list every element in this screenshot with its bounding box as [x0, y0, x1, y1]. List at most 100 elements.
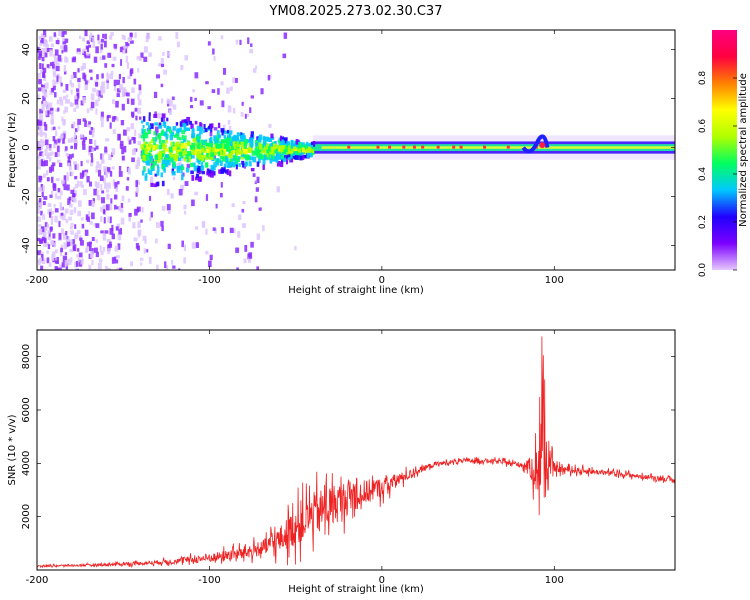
heat-cell	[280, 147, 284, 153]
heat-cell	[127, 136, 130, 141]
heat-cell	[271, 147, 274, 152]
colorbar-tick-label: 0.8	[698, 71, 708, 86]
heat-cell	[111, 63, 115, 68]
heat-cell	[229, 227, 234, 233]
heat-cell	[207, 150, 210, 154]
heat-cell	[105, 171, 109, 178]
heat-cell	[199, 127, 203, 131]
heat-cell	[199, 100, 204, 106]
heat-cell	[256, 152, 259, 158]
heat-cell	[311, 147, 315, 151]
heat-cell	[47, 230, 50, 235]
heat-cell	[37, 202, 41, 207]
heat-cell	[244, 244, 248, 252]
heat-cell	[57, 138, 61, 143]
heat-cell	[102, 55, 106, 60]
heat-cell	[189, 96, 193, 102]
heat-cell	[70, 171, 74, 176]
heat-cell	[84, 80, 88, 85]
heat-cell	[194, 97, 197, 101]
heat-cell	[224, 169, 228, 174]
heat-cell	[138, 84, 142, 91]
heat-cell	[129, 32, 133, 38]
heat-cell	[182, 148, 185, 152]
heat-cell	[53, 143, 56, 149]
heat-cell	[172, 146, 177, 151]
heat-cell	[141, 170, 145, 176]
heat-cell	[66, 184, 70, 191]
heat-cell	[78, 252, 83, 258]
heat-cell	[63, 233, 67, 240]
snr-y-axis: 2000 4000 6000 8000	[21, 344, 675, 529]
heat-cell	[127, 75, 131, 80]
heat-cell	[162, 121, 166, 127]
heat-cell	[51, 61, 55, 69]
heat-cell	[148, 115, 151, 122]
heat-cell	[65, 57, 69, 63]
heat-cell	[107, 167, 111, 173]
heat-cell	[83, 188, 87, 196]
heat-cell	[268, 145, 271, 152]
heat-cell	[80, 184, 85, 188]
heat-cell	[48, 102, 53, 108]
heat-cell	[82, 138, 86, 143]
heat-cell	[281, 154, 284, 160]
heat-cell	[99, 56, 102, 61]
heat-cell	[106, 82, 109, 90]
heat-cell	[220, 182, 223, 188]
heat-cell	[169, 129, 172, 134]
heat-cell	[77, 83, 81, 89]
heat-cell	[80, 66, 84, 71]
heat-cell	[91, 156, 94, 163]
heat-cell	[105, 204, 110, 211]
heat-cell	[193, 137, 197, 142]
heat-cell	[101, 86, 106, 94]
heat-cell	[201, 171, 206, 175]
heat-cell	[165, 135, 168, 140]
heat-cell	[157, 166, 160, 172]
heat-cell	[157, 134, 162, 140]
heat-cell	[86, 108, 90, 114]
heat-cell	[107, 267, 111, 270]
heat-cell	[86, 159, 89, 164]
heat-cell	[84, 229, 89, 236]
heat-cell	[160, 57, 164, 65]
heat-cell	[74, 143, 78, 150]
heat-cell	[66, 241, 71, 247]
heat-cell	[53, 32, 57, 37]
heat-cell	[299, 151, 303, 156]
heat-cell	[214, 158, 218, 163]
heat-cell	[175, 157, 180, 162]
heat-cell	[97, 263, 102, 270]
heat-cell	[157, 112, 161, 119]
heat-cell	[48, 211, 52, 218]
heat-cell	[118, 73, 121, 80]
heat-cell	[50, 176, 54, 183]
heat-cell	[55, 81, 59, 85]
heat-cell	[76, 254, 79, 258]
spectrogram-x-label: Height of straight line (km)	[288, 285, 424, 296]
heat-cell	[292, 155, 297, 159]
heat-cell	[125, 55, 128, 63]
heat-cell	[45, 242, 50, 246]
heat-cell	[196, 139, 201, 143]
heat-cell	[211, 169, 214, 175]
heat-cell	[89, 220, 93, 225]
heat-cell	[61, 262, 65, 268]
heat-cell	[77, 210, 82, 217]
heat-cell	[162, 52, 165, 56]
heat-cell	[199, 144, 203, 150]
heat-cell	[101, 81, 104, 88]
heat-cell	[107, 52, 112, 58]
heat-cell	[182, 150, 185, 156]
heat-cell	[60, 82, 63, 87]
heat-cell	[223, 148, 227, 153]
heat-cell	[224, 155, 229, 160]
heat-cell	[220, 168, 224, 174]
heat-cell	[141, 148, 146, 154]
heat-cell	[113, 256, 117, 261]
heat-peak	[402, 145, 406, 149]
heat-cell	[100, 216, 103, 222]
heat-cell	[120, 217, 125, 225]
